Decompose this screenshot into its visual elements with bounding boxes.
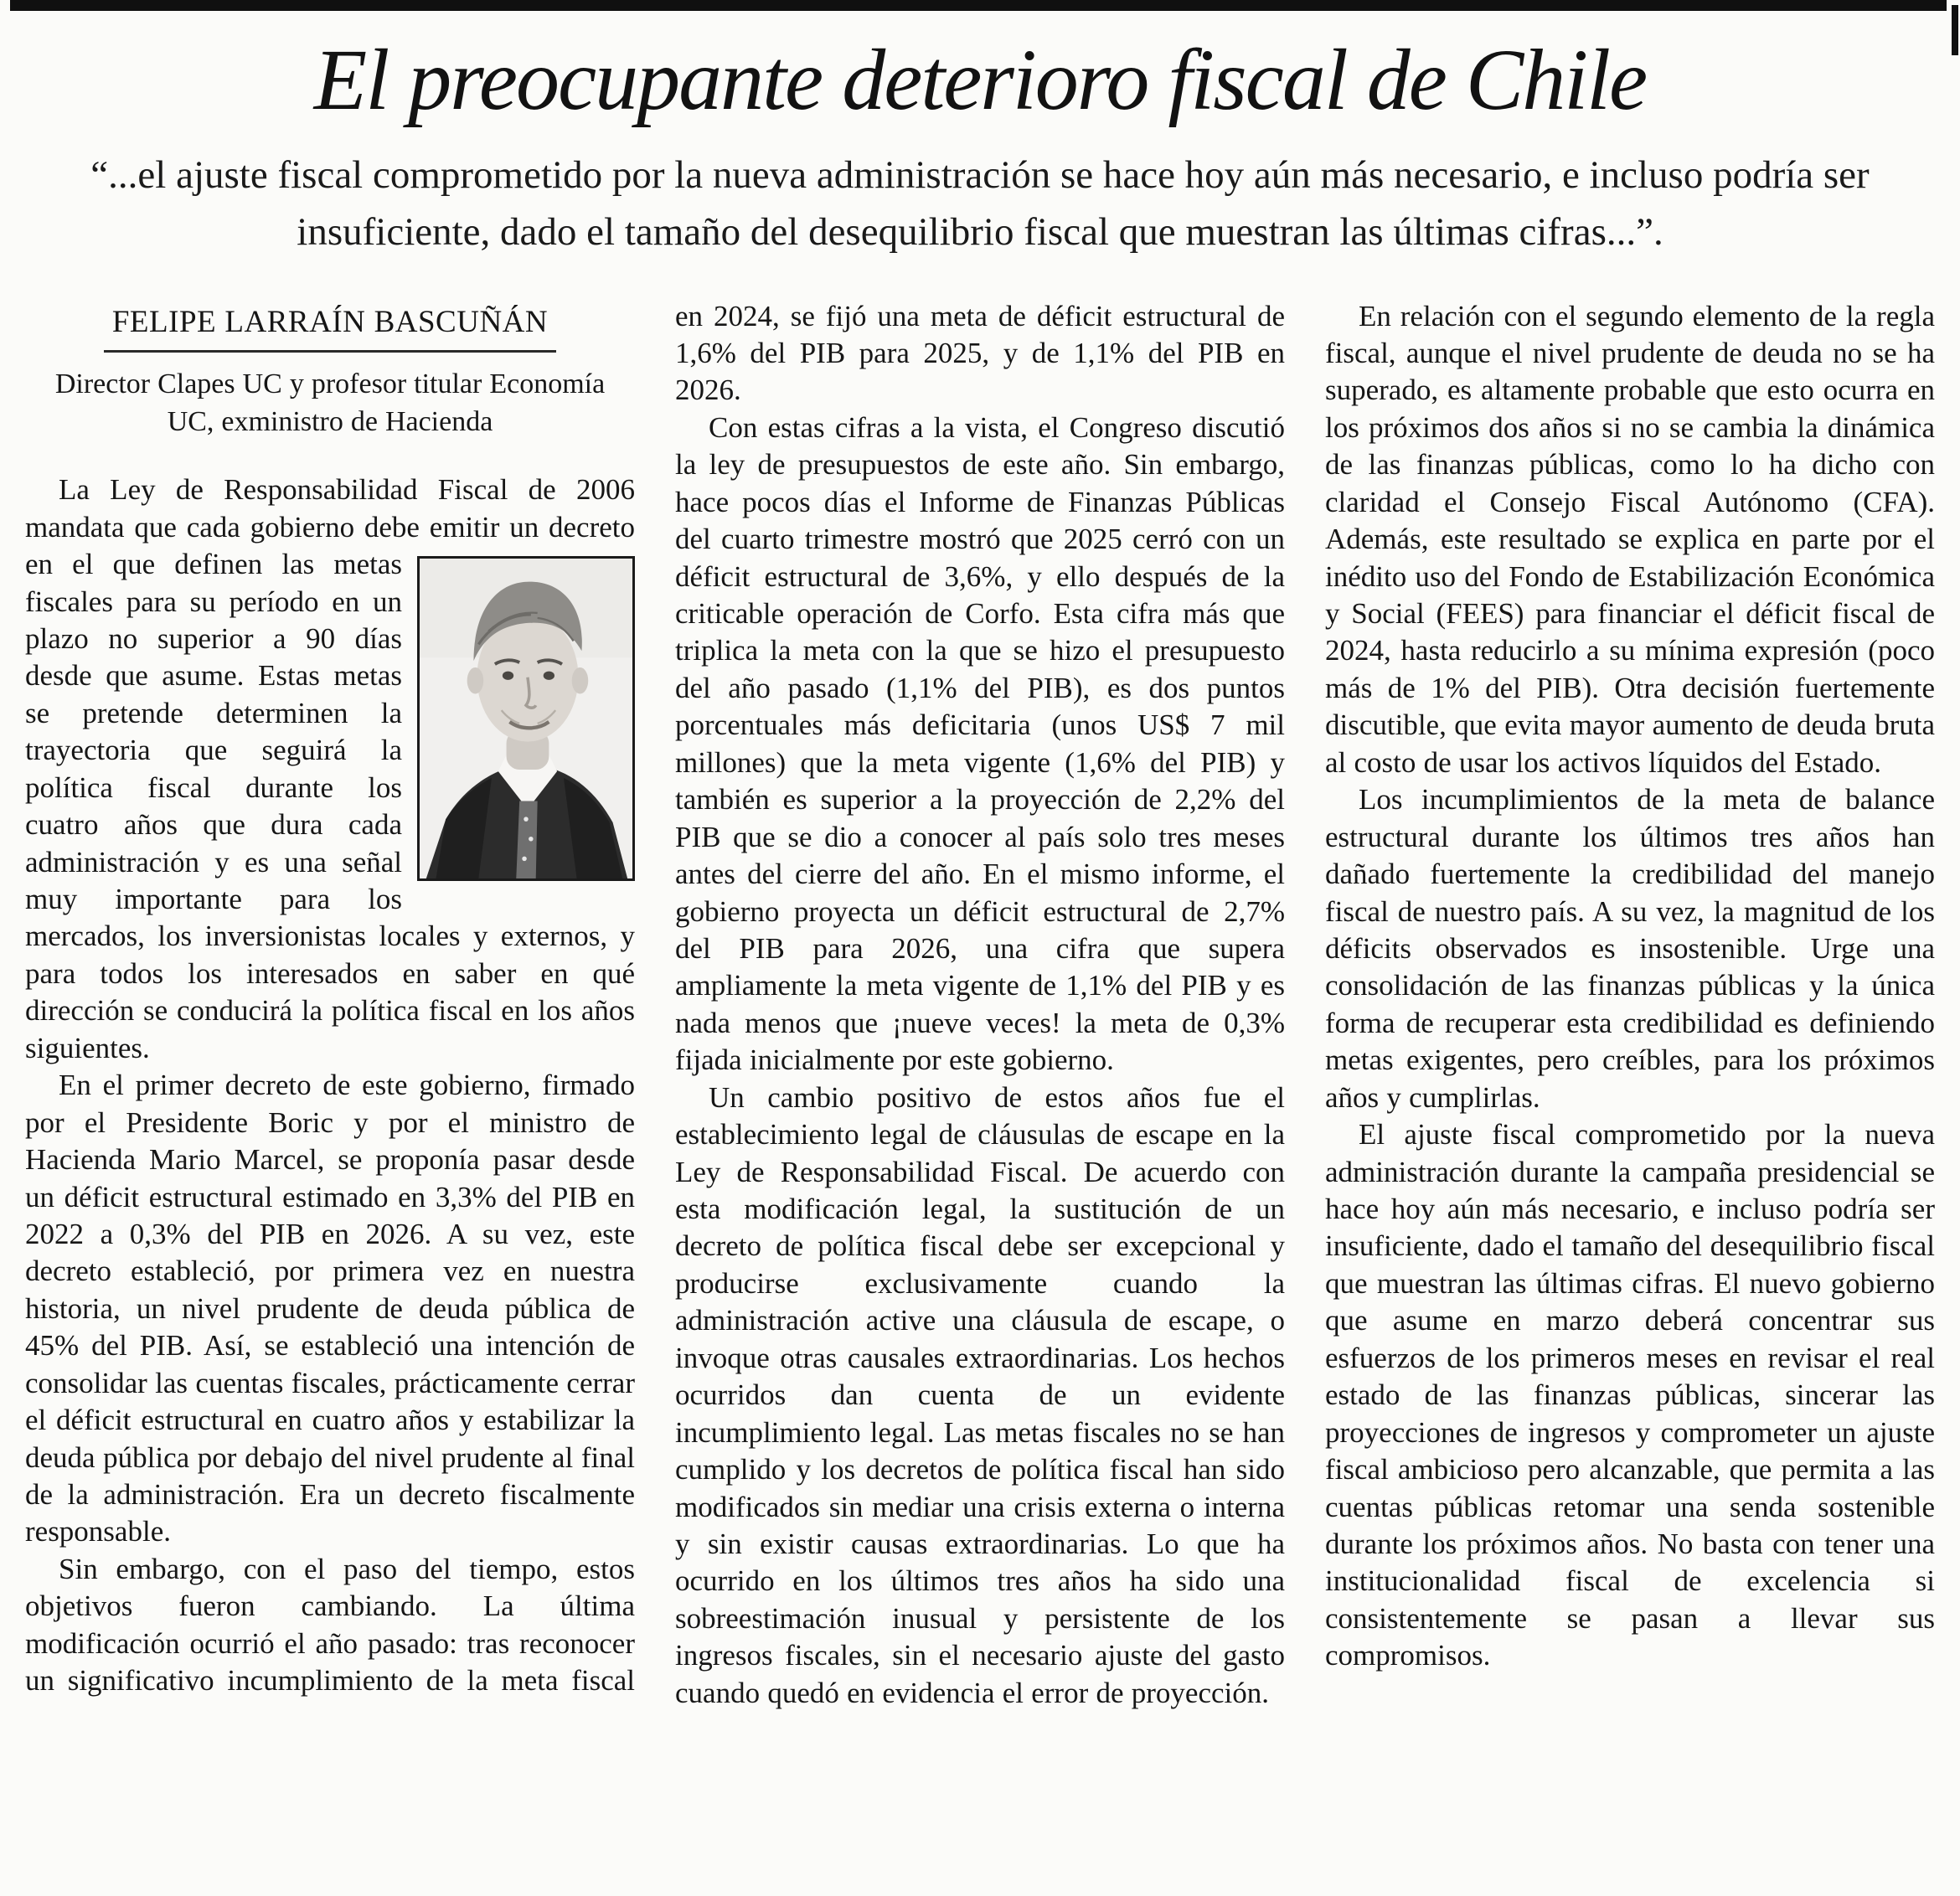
paragraph: Un cambio positivo de estos años fue el … <box>675 1080 1285 1709</box>
paragraph: El ajuste fiscal comprometido por la nue… <box>1325 1118 1935 1672</box>
paragraph-text: La Ley de Responsabilidad Fiscal de 2006… <box>25 473 635 581</box>
paragraph: La Ley de Responsabilidad Fiscal de 2006… <box>25 471 635 1067</box>
paragraph: En relación con el segundo elemento de l… <box>1325 299 1935 779</box>
paragraph: En el primer decreto de este gobierno, f… <box>25 1069 635 1548</box>
article-title: El preocupante deterioro fiscal de Chile <box>313 32 1648 128</box>
page-edge-mark <box>1952 5 1958 55</box>
article-body: FELIPE LARRAÍN BASCUÑÁN Director Clapes … <box>25 298 1935 1713</box>
portrait-illustration <box>420 559 632 879</box>
paragraph: Con estas cifras a la vista, el Congreso… <box>675 410 1285 1077</box>
author-name: FELIPE LARRAÍN BASCUÑÁN <box>103 303 557 353</box>
top-rule <box>10 0 1947 11</box>
paragraph: Los incumplimientos de la meta de balanc… <box>1325 783 1935 1114</box>
article-lede: “...el ajuste fiscal comprometido por la… <box>90 153 1870 254</box>
author-photo <box>417 556 635 882</box>
byline-block: FELIPE LARRAÍN BASCUÑÁN Director Clapes … <box>25 303 635 442</box>
paragraph-text: metas fiscales para su período en un pla… <box>25 548 635 1064</box>
author-role: Director Clapes UC y profesor titular Ec… <box>54 368 606 438</box>
paragraph: Sin embargo, con el paso del tiempo, est… <box>25 299 1285 1698</box>
